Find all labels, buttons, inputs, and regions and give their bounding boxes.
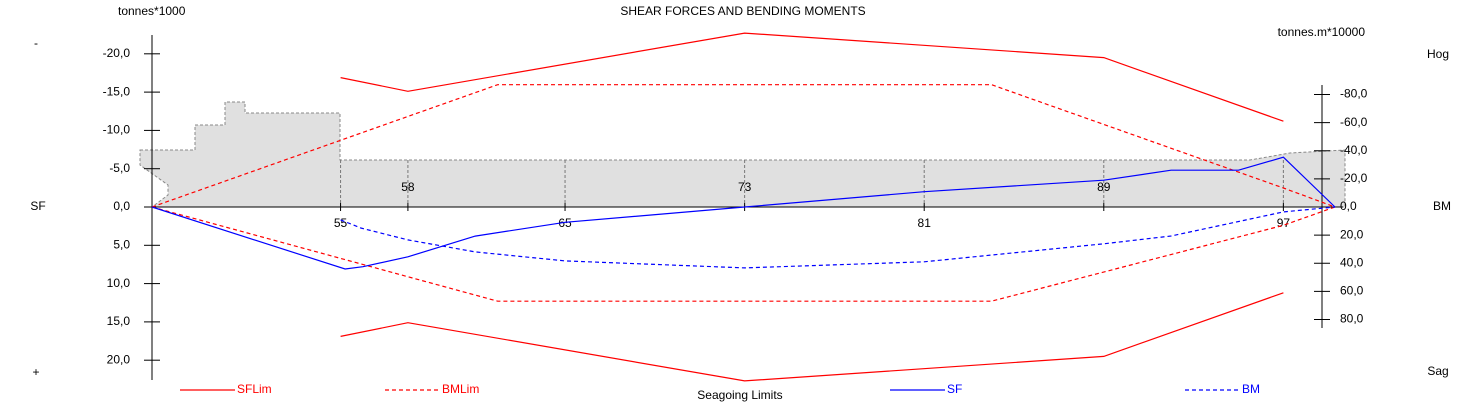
sag-label: Sag bbox=[1427, 364, 1448, 378]
y-tick-label: 5,0 bbox=[113, 237, 130, 251]
y2-tick-label: 0,0 bbox=[1340, 199, 1357, 213]
chart-title: SHEAR FORCES AND BENDING MOMENTS bbox=[620, 4, 865, 18]
x-tick-label: 97 bbox=[1277, 216, 1291, 230]
x-tick-label: 81 bbox=[918, 216, 932, 230]
y-tick-label: -10,0 bbox=[103, 123, 131, 137]
x-tick-label: 73 bbox=[738, 180, 752, 194]
y-tick-label: 10,0 bbox=[107, 276, 131, 290]
series-line bbox=[340, 292, 1284, 382]
y-bottom-sign: + bbox=[32, 365, 39, 379]
legend-label: BM bbox=[1242, 382, 1260, 396]
series-line bbox=[340, 32, 1284, 122]
y-tick-label: 20,0 bbox=[107, 352, 131, 366]
y-axis-label: SF bbox=[30, 199, 45, 213]
y-top-sign: - bbox=[34, 36, 38, 50]
y-tick-label: -15,0 bbox=[103, 84, 131, 98]
hull-profile bbox=[139, 101, 1346, 208]
y2-tick-label: 80,0 bbox=[1340, 312, 1364, 326]
x-tick-label: 65 bbox=[558, 216, 572, 230]
y2-axis-label: BM bbox=[1433, 199, 1451, 213]
y2-tick-label: 20,0 bbox=[1340, 227, 1364, 241]
y-tick-label: -5,0 bbox=[109, 161, 130, 175]
x-tick-label: 58 bbox=[401, 180, 415, 194]
series-line bbox=[151, 156, 1336, 270]
y-tick-label: 0,0 bbox=[113, 199, 130, 213]
legend-label: BMLim bbox=[442, 382, 479, 396]
y2-tick-label: 60,0 bbox=[1340, 284, 1364, 298]
x-axis-label: Seagoing Limits bbox=[697, 388, 782, 402]
y2-tick-label: -60,0 bbox=[1340, 115, 1368, 129]
y2-tick-label: -40,0 bbox=[1340, 143, 1368, 157]
y-unit: tonnes*1000 bbox=[118, 4, 186, 18]
y-tick-label: -20,0 bbox=[103, 46, 131, 60]
series-line bbox=[151, 206, 1336, 302]
y2-tick-label: 40,0 bbox=[1340, 255, 1364, 269]
x-tick-label: 55 bbox=[334, 216, 348, 230]
y-tick-label: 15,0 bbox=[107, 314, 131, 328]
legend-label: SFLim bbox=[237, 382, 272, 396]
y2-unit: tonnes.m*10000 bbox=[1278, 25, 1366, 39]
legend-label: SF bbox=[947, 382, 962, 396]
series-line bbox=[340, 206, 1336, 269]
x-tick-label: 89 bbox=[1097, 180, 1111, 194]
y2-tick-label: -80,0 bbox=[1340, 87, 1368, 101]
hog-label: Hog bbox=[1427, 47, 1449, 61]
y2-tick-label: -20,0 bbox=[1340, 171, 1368, 185]
